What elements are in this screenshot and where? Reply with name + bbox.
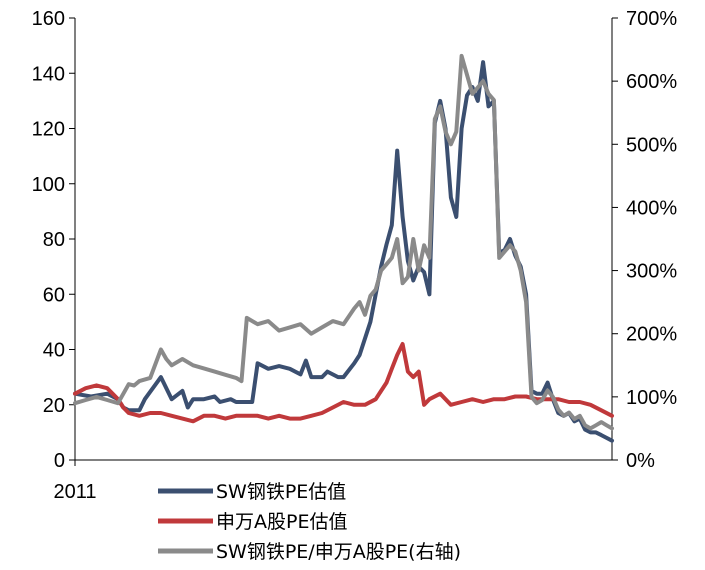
- right-tick-label: 700%: [626, 8, 677, 30]
- series-line-3: [73, 53, 614, 431]
- axes: 0 20 40 60 80 100 120 140 160 0% 100% 200% 300% 400% 5…: [32, 8, 678, 503]
- left-tick-label: 20: [43, 395, 65, 417]
- x-tick-label: 2011: [53, 481, 96, 503]
- left-tick-label: 140: [32, 63, 65, 85]
- series-line-2: [73, 342, 614, 424]
- legend-label-1: SW钢铁PE估值: [216, 481, 346, 503]
- left-tick-label: 160: [32, 8, 65, 30]
- right-tick-label: 300%: [626, 261, 677, 283]
- right-tick-label: 500%: [626, 134, 677, 156]
- left-tick-label: 120: [32, 119, 65, 141]
- series-layer: [73, 53, 614, 443]
- left-tick-label: 40: [43, 340, 65, 362]
- right-tick-label: 100%: [626, 387, 677, 409]
- right-tick-label: 600%: [626, 71, 677, 93]
- right-tick-label: 0%: [626, 450, 655, 472]
- legend-label-3: SW钢铁PE/申万A股PE(右轴): [216, 541, 461, 563]
- legend-label-2: 申万A股PE估值: [216, 511, 347, 533]
- right-tick-label: 400%: [626, 197, 677, 219]
- series-line-1: [73, 60, 614, 443]
- left-tick-label: 100: [32, 174, 65, 196]
- right-tick-label: 200%: [626, 324, 677, 346]
- left-tick-label: 80: [43, 229, 65, 251]
- left-tick-label: 60: [43, 284, 65, 306]
- left-tick-label: 0: [54, 450, 65, 472]
